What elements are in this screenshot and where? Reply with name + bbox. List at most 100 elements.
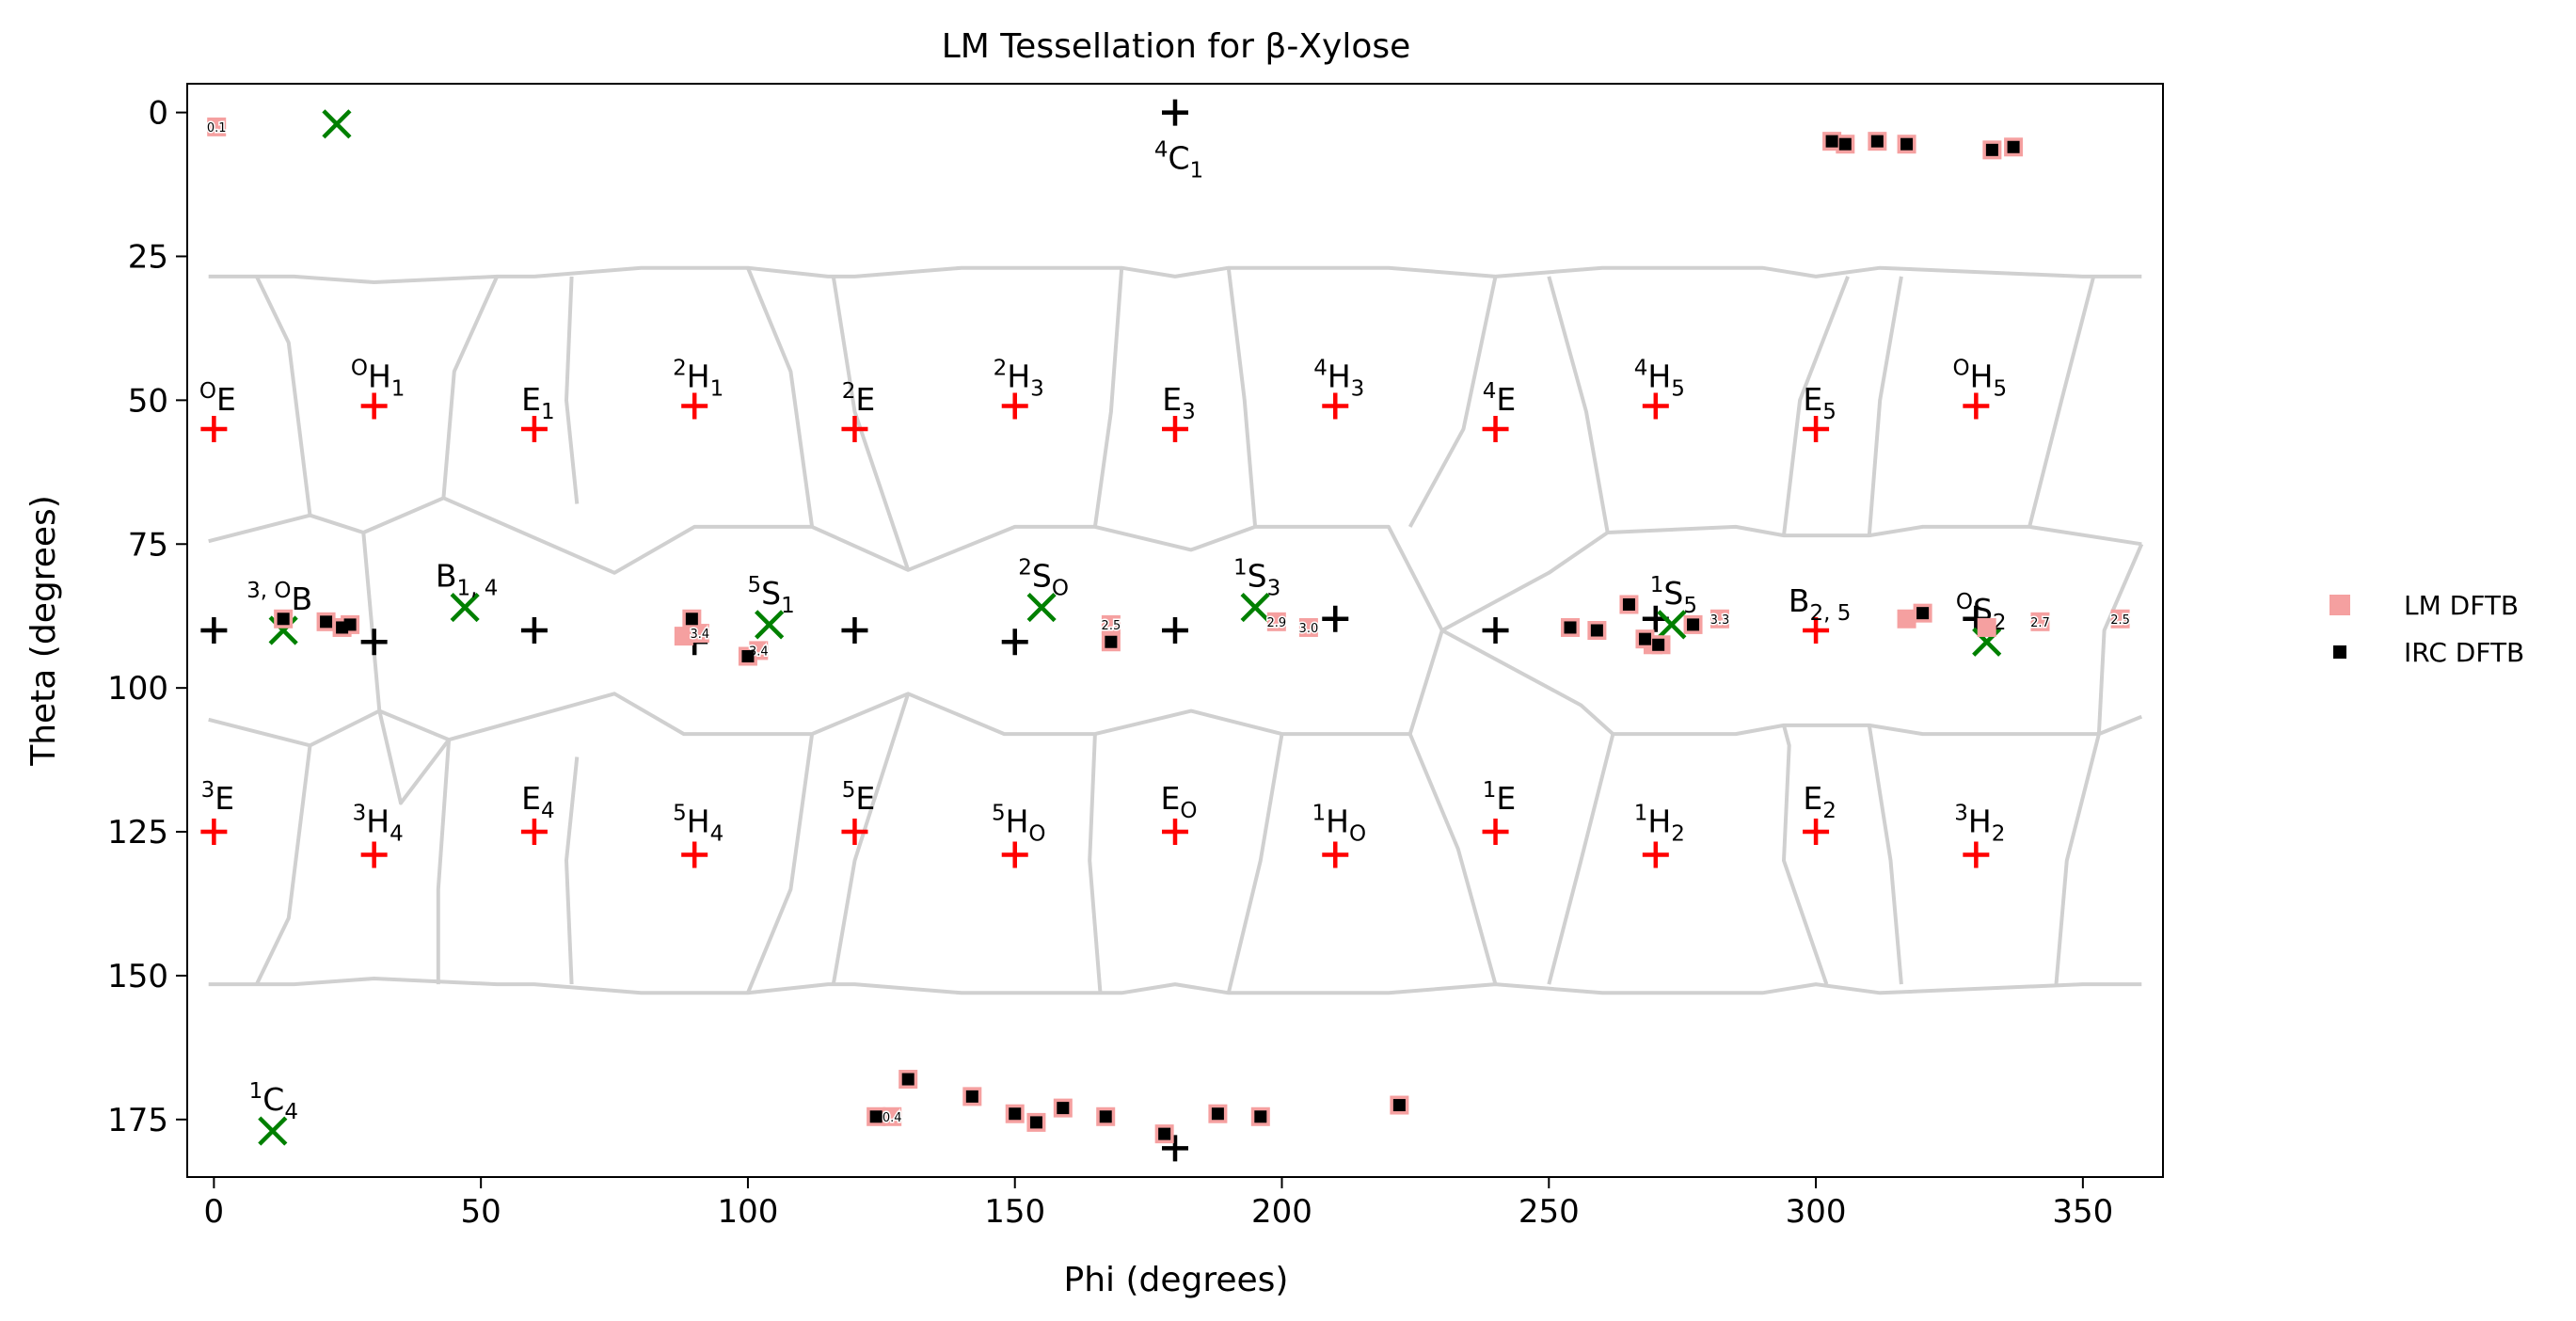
pucker-label: 5HO	[992, 802, 1046, 847]
tessellation-line	[254, 745, 312, 985]
pucker-label: 2E	[842, 379, 876, 418]
tessellation-line	[564, 756, 580, 985]
irc-dftb-point	[320, 615, 333, 629]
point-label: 2.5	[2110, 613, 2130, 628]
pucker-label: E3	[1162, 381, 1196, 424]
lm-dftb-point	[2110, 609, 2130, 629]
x-tick-label: 0	[204, 1193, 225, 1231]
point-label: 3.4	[691, 628, 710, 642]
x-tick-label: 300	[1786, 1193, 1847, 1231]
point-label: 3.3	[1710, 613, 1730, 628]
y-axis-label: Theta (degrees)	[24, 495, 63, 767]
irc-dftb-point	[1687, 618, 1700, 631]
irc-dftb-point	[1158, 1127, 1171, 1140]
irc-dftb-point	[1392, 1099, 1406, 1112]
tessellation-line	[1782, 724, 1829, 985]
pucker-label: 5E	[842, 778, 876, 817]
plus-point	[1642, 841, 1669, 868]
irc-dftb-point	[1825, 135, 1838, 148]
pucker-label: E1	[521, 381, 555, 424]
lm-dftb-point	[1709, 609, 1729, 629]
plus-point	[1001, 629, 1028, 656]
tessellation-line	[2054, 733, 2101, 985]
x-tick-label: 150	[984, 1193, 1045, 1231]
irc-dftb-point	[1652, 638, 1665, 651]
point-label: 2.9	[1266, 616, 1286, 630]
x-point	[755, 610, 785, 640]
plus-point	[360, 392, 388, 420]
plus-point	[1803, 415, 1830, 442]
irc-dftb-point	[741, 650, 755, 663]
irc-dftb-point	[1838, 137, 1852, 151]
plus-point	[1162, 99, 1188, 126]
pucker-label: 1HO	[1312, 802, 1366, 847]
plus-point	[1322, 392, 1349, 420]
pucker-label: 3H2	[1954, 802, 2005, 847]
irc-dftb-point	[1105, 635, 1118, 648]
pucker-label: 4E	[1483, 379, 1517, 418]
plus-point	[1322, 841, 1349, 868]
plot-area-frame	[186, 83, 2164, 1178]
lm-dftb-point	[1266, 612, 1286, 631]
irc-dftb-point	[685, 613, 698, 626]
y-tick-label: 50	[128, 382, 168, 420]
plus-point	[1482, 415, 1509, 442]
plus-point	[1482, 819, 1509, 846]
lm-dftb-point	[690, 624, 709, 644]
x-tick-label: 200	[1251, 1193, 1312, 1231]
tessellation-line	[254, 276, 312, 516]
lm-dftb-point	[674, 627, 693, 646]
tessellation-line	[377, 710, 451, 805]
tessellation-line	[831, 276, 911, 571]
pucker-label: 5H4	[673, 802, 724, 847]
chart-title: LM Tessellation for β-Xylose	[942, 27, 1411, 66]
tessellation-line	[1782, 276, 1850, 536]
lm-dftb-point	[883, 1106, 902, 1126]
plus-point	[1963, 392, 1990, 420]
x-axis-label: Phi (degrees)	[1064, 1261, 1289, 1299]
tessellation-lines	[208, 265, 2144, 995]
tessellation-line	[1088, 734, 1103, 994]
pucker-label: E2	[1803, 780, 1837, 823]
plus-point	[520, 617, 548, 644]
legend: LM DFTB IRC DFTB	[2330, 590, 2524, 668]
plus-point	[1963, 841, 1990, 868]
pucker-label: OE	[199, 379, 236, 418]
tessellation-line	[1547, 733, 1615, 985]
irc-dftb-point	[869, 1110, 883, 1123]
plus-point	[200, 617, 228, 644]
y-tick-label: 150	[107, 958, 168, 995]
y-tick-label: 100	[107, 670, 168, 708]
y-tick-label: 75	[128, 526, 168, 564]
plus-point	[1482, 617, 1509, 644]
tessellation-line	[1407, 276, 1498, 528]
legend-marker	[2330, 595, 2350, 615]
y-axis: 0 25 50 75 100 125 150 175	[107, 95, 187, 1139]
legend-marker	[2333, 645, 2346, 659]
tessellation-line	[361, 532, 382, 711]
x-point	[1240, 592, 1270, 623]
irc-dftb-point	[1638, 632, 1651, 645]
pucker-label: 4H5	[1634, 356, 1685, 401]
tessellation-line	[1867, 724, 1903, 985]
pucker-label: B1, 4	[436, 558, 499, 601]
x-tick-label: 350	[2052, 1193, 2113, 1231]
tessellation-line	[831, 692, 911, 985]
pucker-label: 4H3	[1313, 356, 1364, 401]
tessellation-line	[746, 266, 815, 528]
irc-dftb-point	[1916, 607, 1930, 620]
irc-dftb-point	[2007, 140, 2020, 153]
point-label: 2.7	[2030, 616, 2050, 630]
irc-dftb-point	[1900, 137, 1914, 151]
plus-point	[1162, 819, 1188, 846]
tessellation-line	[2027, 276, 2096, 528]
pucker-label: OH1	[351, 356, 405, 401]
pucker-label: E4	[521, 780, 555, 823]
irc-dftb-point	[1254, 1110, 1267, 1123]
lm-dftb-point	[1897, 609, 1916, 629]
tessellation-line	[2096, 543, 2144, 735]
tessellation-line	[436, 740, 452, 985]
pucker-label: 4C1	[1154, 138, 1203, 183]
